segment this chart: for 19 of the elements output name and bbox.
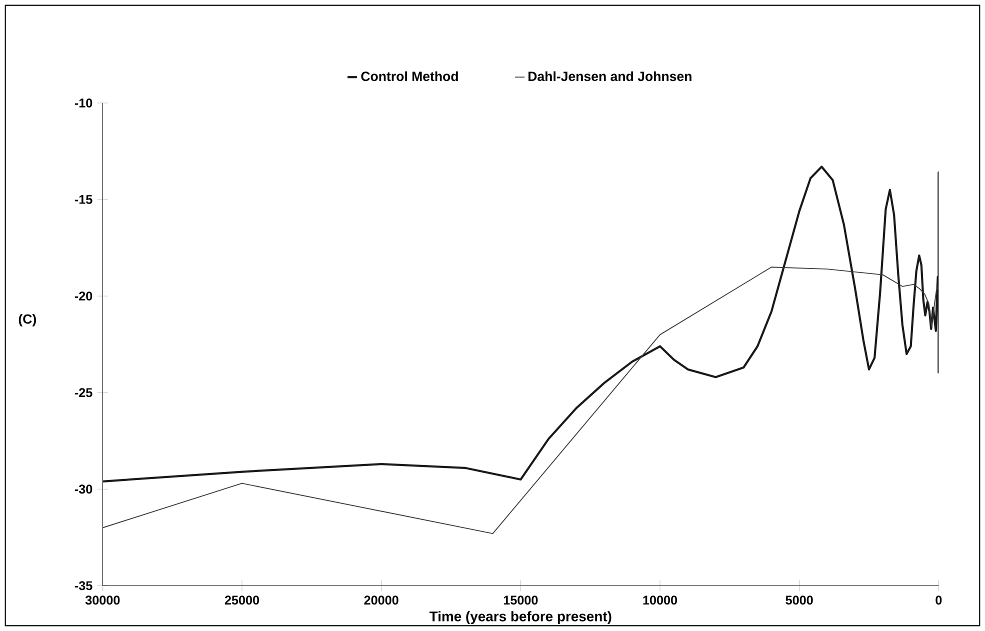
x-axis-title: Time (years before present): [429, 611, 612, 624]
y-axis-title: (C): [18, 314, 36, 326]
x-tick-label: 25000: [224, 596, 260, 605]
x-tick-label: 20000: [364, 596, 398, 605]
y-tick-label: -15: [74, 195, 92, 204]
y-tick-label: -35: [74, 581, 92, 590]
x-tick-label: 5000: [786, 596, 813, 605]
y-tick-label: -20: [74, 292, 92, 301]
x-tick-label: 15000: [504, 596, 538, 605]
legend-label: Dahl-Jensen and Johnsen: [528, 71, 692, 82]
line-series: [102, 166, 939, 482]
x-tick-label: 10000: [643, 596, 678, 605]
line-series: [102, 266, 939, 534]
legend-label: Control Method: [361, 71, 458, 82]
y-tick-label: -25: [74, 388, 92, 398]
y-tick-label: -30: [74, 484, 92, 494]
y-tick-label: -10: [74, 98, 92, 108]
x-tick-label: 30000: [85, 596, 120, 605]
x-tick-label: 0: [936, 596, 942, 605]
